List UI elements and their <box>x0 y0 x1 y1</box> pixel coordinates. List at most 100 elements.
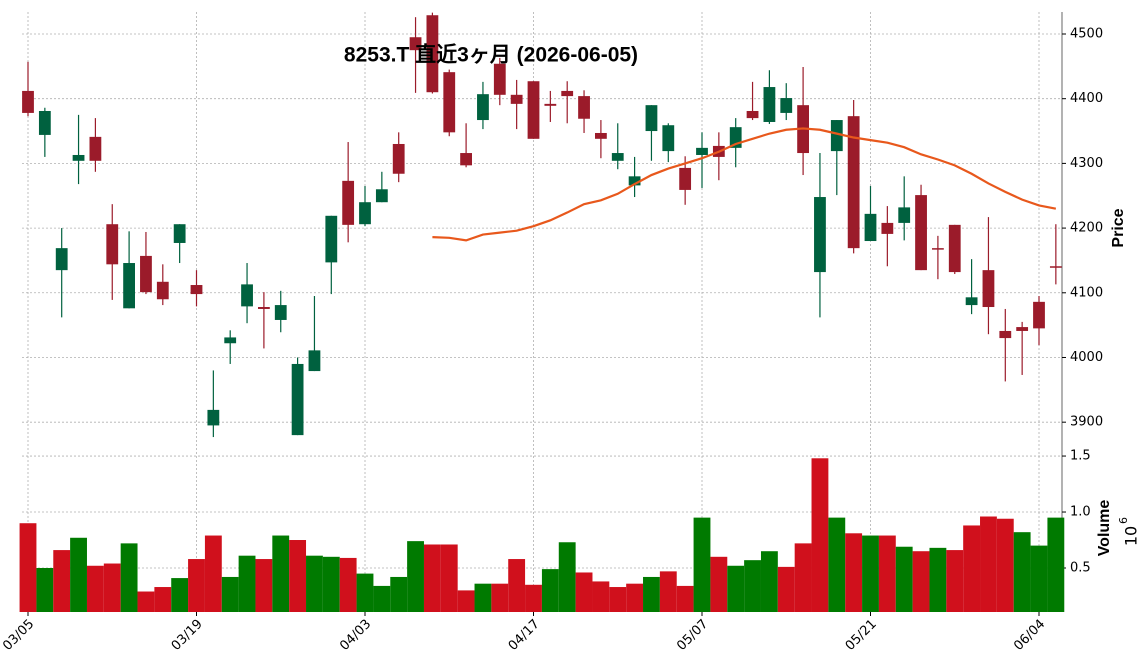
candle-body <box>864 213 877 242</box>
candle-body <box>342 180 355 225</box>
volume-bar <box>626 583 644 612</box>
chart-title: 8253.T 直近3ヶ月 (2026-06-05) <box>344 43 638 67</box>
candle-body <box>359 202 371 225</box>
candle-body <box>173 224 186 243</box>
volume-bar <box>558 542 576 612</box>
volume-bar <box>188 559 205 612</box>
volume-bar <box>777 566 795 612</box>
volume-bar <box>710 556 728 612</box>
volume-bar <box>423 544 441 612</box>
volume-bar <box>19 523 37 612</box>
volume-bar <box>289 540 307 612</box>
volume-bar <box>356 573 374 612</box>
candle-body <box>72 154 85 161</box>
candle-body <box>38 110 51 135</box>
candle-body <box>595 132 607 139</box>
volume-bar <box>373 585 391 612</box>
volume-bar <box>541 569 559 612</box>
offset-base: 10 <box>1122 526 1141 546</box>
candle-body <box>55 248 68 271</box>
x-tick-label: 04/03 <box>337 617 374 654</box>
volume-bar <box>609 587 627 612</box>
volume-bar <box>255 559 273 612</box>
volume-bar <box>744 560 761 612</box>
volume-bar <box>407 541 424 612</box>
candle-body <box>780 98 793 113</box>
candle-body <box>814 197 826 273</box>
volume-bar <box>53 550 71 612</box>
y-tick-label: 4400 <box>1070 91 1103 106</box>
candle-body <box>493 63 506 95</box>
candle-body <box>932 248 944 250</box>
y-tick-label: 4200 <box>1070 221 1103 236</box>
candle-body <box>291 363 304 436</box>
candle-body <box>628 176 641 186</box>
volume-bar <box>929 547 947 612</box>
y-tick-label: 3900 <box>1070 415 1103 430</box>
candle-body <box>881 222 894 234</box>
volume-bar <box>137 591 155 612</box>
volume-bar <box>1030 545 1048 612</box>
candle-body <box>965 297 978 306</box>
candle-body <box>527 81 540 139</box>
volume-bar <box>727 565 745 612</box>
candle-body <box>510 94 523 104</box>
candle-body <box>561 90 574 97</box>
candle-body <box>140 255 152 293</box>
volume-bar <box>1013 532 1031 612</box>
candle-body <box>274 305 287 320</box>
volume-bar <box>204 535 222 612</box>
volume-bar <box>912 551 930 612</box>
candle-body <box>999 330 1012 339</box>
candle-body <box>375 189 388 203</box>
candle-body <box>89 136 102 161</box>
volume-bar <box>154 587 172 612</box>
x-tick-label: 03/05 <box>0 617 37 654</box>
candle-body <box>1033 301 1045 329</box>
volume-bar <box>811 458 829 612</box>
candle-body <box>578 96 590 119</box>
volume-bar <box>491 583 509 612</box>
volume-bar <box>592 581 610 612</box>
volume-bar <box>828 517 846 612</box>
y-tick-label: 1.5 <box>1070 449 1091 464</box>
candle-body <box>746 110 759 119</box>
candle-body <box>662 125 675 152</box>
volume-bar <box>390 576 408 612</box>
candle-body <box>1049 266 1062 268</box>
volume-bar <box>36 568 54 612</box>
volume-bar <box>693 517 711 612</box>
volume-bar <box>70 537 87 612</box>
candle-body <box>544 103 557 106</box>
volume-offset: 10 6 <box>1117 517 1141 546</box>
y-tick-label: 4100 <box>1070 285 1103 300</box>
volume-bar <box>221 576 239 612</box>
volume-bar <box>238 555 256 612</box>
moving-average-line <box>432 127 1057 242</box>
y-tick-label: 4300 <box>1070 156 1103 171</box>
volume-bar <box>457 590 475 612</box>
candle-body <box>258 307 270 309</box>
candle-body <box>409 37 422 51</box>
volume-bar <box>272 535 290 612</box>
offset-exponent: 6 <box>1117 517 1130 524</box>
volume-bar <box>963 525 981 612</box>
candle-body <box>763 87 776 122</box>
candle-body <box>106 224 119 265</box>
candle-body <box>847 116 860 249</box>
candle-body <box>443 72 456 133</box>
candle-body <box>1016 327 1029 331</box>
candle-body <box>156 281 169 300</box>
volume-bar <box>676 585 694 612</box>
candle-body <box>224 337 237 344</box>
volume-bar <box>946 550 964 612</box>
volume-axis-label: Volume <box>1096 500 1113 557</box>
y-tick-label: 4500 <box>1070 26 1103 41</box>
volume-bar <box>474 583 492 612</box>
volume-bar <box>575 572 593 612</box>
volume-bar <box>525 584 542 612</box>
volume-bar <box>103 563 121 612</box>
marks-layer <box>19 12 1065 612</box>
y-axis-label: Price <box>1110 208 1127 247</box>
volume-bar <box>794 543 812 612</box>
